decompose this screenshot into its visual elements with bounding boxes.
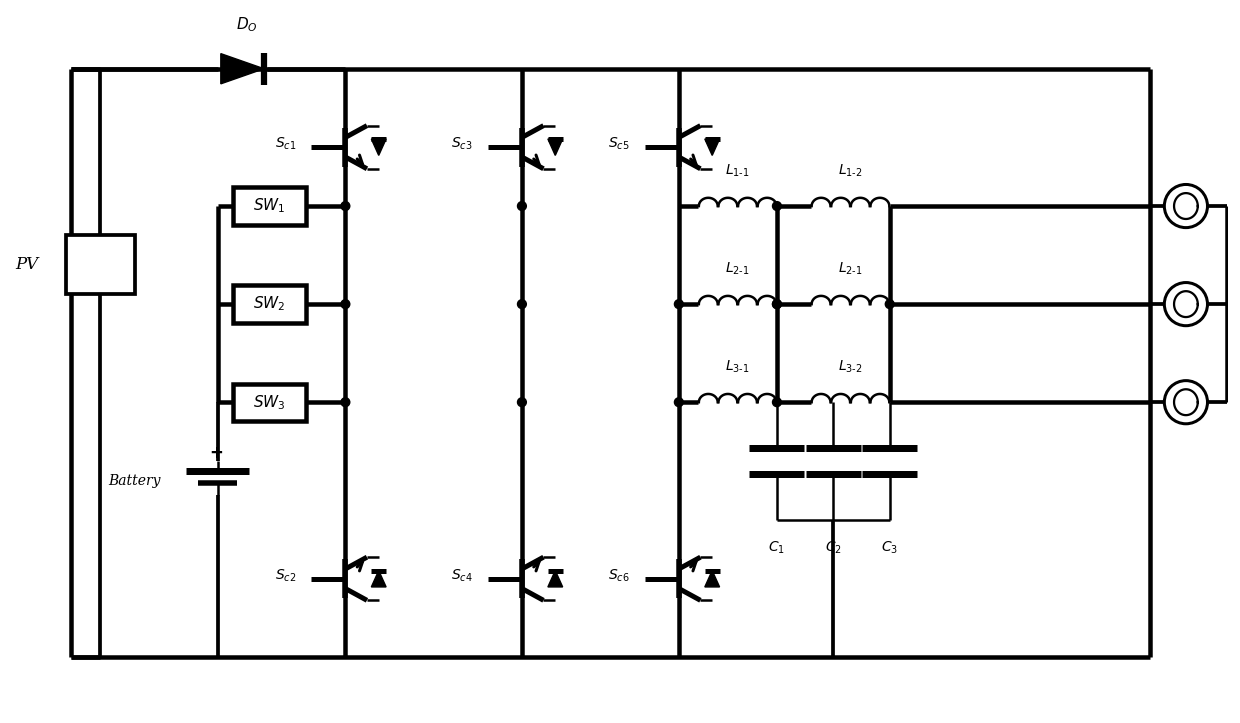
- Text: $L_{3\text{-}2}$: $L_{3\text{-}2}$: [838, 359, 863, 375]
- Text: $L_{2\text{-}1}$: $L_{2\text{-}1}$: [725, 260, 750, 277]
- Circle shape: [773, 300, 781, 309]
- Text: $L_{1\text{-}2}$: $L_{1\text{-}2}$: [838, 162, 863, 179]
- Circle shape: [341, 398, 350, 406]
- Text: $L_{1\text{-}1}$: $L_{1\text{-}1}$: [725, 162, 750, 179]
- Circle shape: [675, 300, 683, 309]
- Text: $SW_2$: $SW_2$: [253, 295, 285, 314]
- Circle shape: [773, 202, 781, 210]
- Circle shape: [517, 300, 526, 309]
- FancyBboxPatch shape: [233, 187, 306, 225]
- Text: $L_{2\text{-}1}$: $L_{2\text{-}1}$: [838, 260, 863, 277]
- Text: $SW_1$: $SW_1$: [253, 197, 285, 215]
- Text: $C_1$: $C_1$: [769, 539, 785, 556]
- Polygon shape: [704, 139, 719, 155]
- Text: +: +: [210, 444, 223, 462]
- Circle shape: [341, 300, 350, 309]
- Text: Battery: Battery: [108, 474, 161, 488]
- Text: $C_2$: $C_2$: [825, 539, 842, 556]
- Text: $S_{c5}$: $S_{c5}$: [609, 136, 630, 153]
- Text: $S_{c3}$: $S_{c3}$: [451, 136, 472, 153]
- Polygon shape: [548, 570, 563, 587]
- Circle shape: [773, 398, 781, 406]
- Polygon shape: [371, 139, 386, 155]
- Polygon shape: [371, 570, 386, 587]
- Text: $S_{c6}$: $S_{c6}$: [608, 568, 630, 584]
- Polygon shape: [704, 570, 719, 587]
- Polygon shape: [221, 54, 264, 84]
- FancyBboxPatch shape: [66, 236, 134, 294]
- Circle shape: [517, 202, 526, 210]
- Text: $S_{c1}$: $S_{c1}$: [275, 136, 296, 153]
- Circle shape: [885, 300, 894, 309]
- FancyBboxPatch shape: [233, 384, 306, 421]
- Text: $S_{c2}$: $S_{c2}$: [275, 568, 296, 584]
- Text: $C_3$: $C_3$: [882, 539, 898, 556]
- Text: $SW_3$: $SW_3$: [253, 393, 285, 411]
- Circle shape: [675, 398, 683, 406]
- Circle shape: [341, 202, 350, 210]
- Circle shape: [517, 398, 526, 406]
- Text: $L_{3\text{-}1}$: $L_{3\text{-}1}$: [725, 359, 750, 375]
- Text: $D_O$: $D_O$: [237, 16, 258, 35]
- FancyBboxPatch shape: [233, 286, 306, 322]
- Polygon shape: [548, 139, 563, 155]
- Circle shape: [773, 300, 781, 309]
- Text: PV: PV: [15, 257, 38, 273]
- Text: $S_{c4}$: $S_{c4}$: [451, 568, 472, 584]
